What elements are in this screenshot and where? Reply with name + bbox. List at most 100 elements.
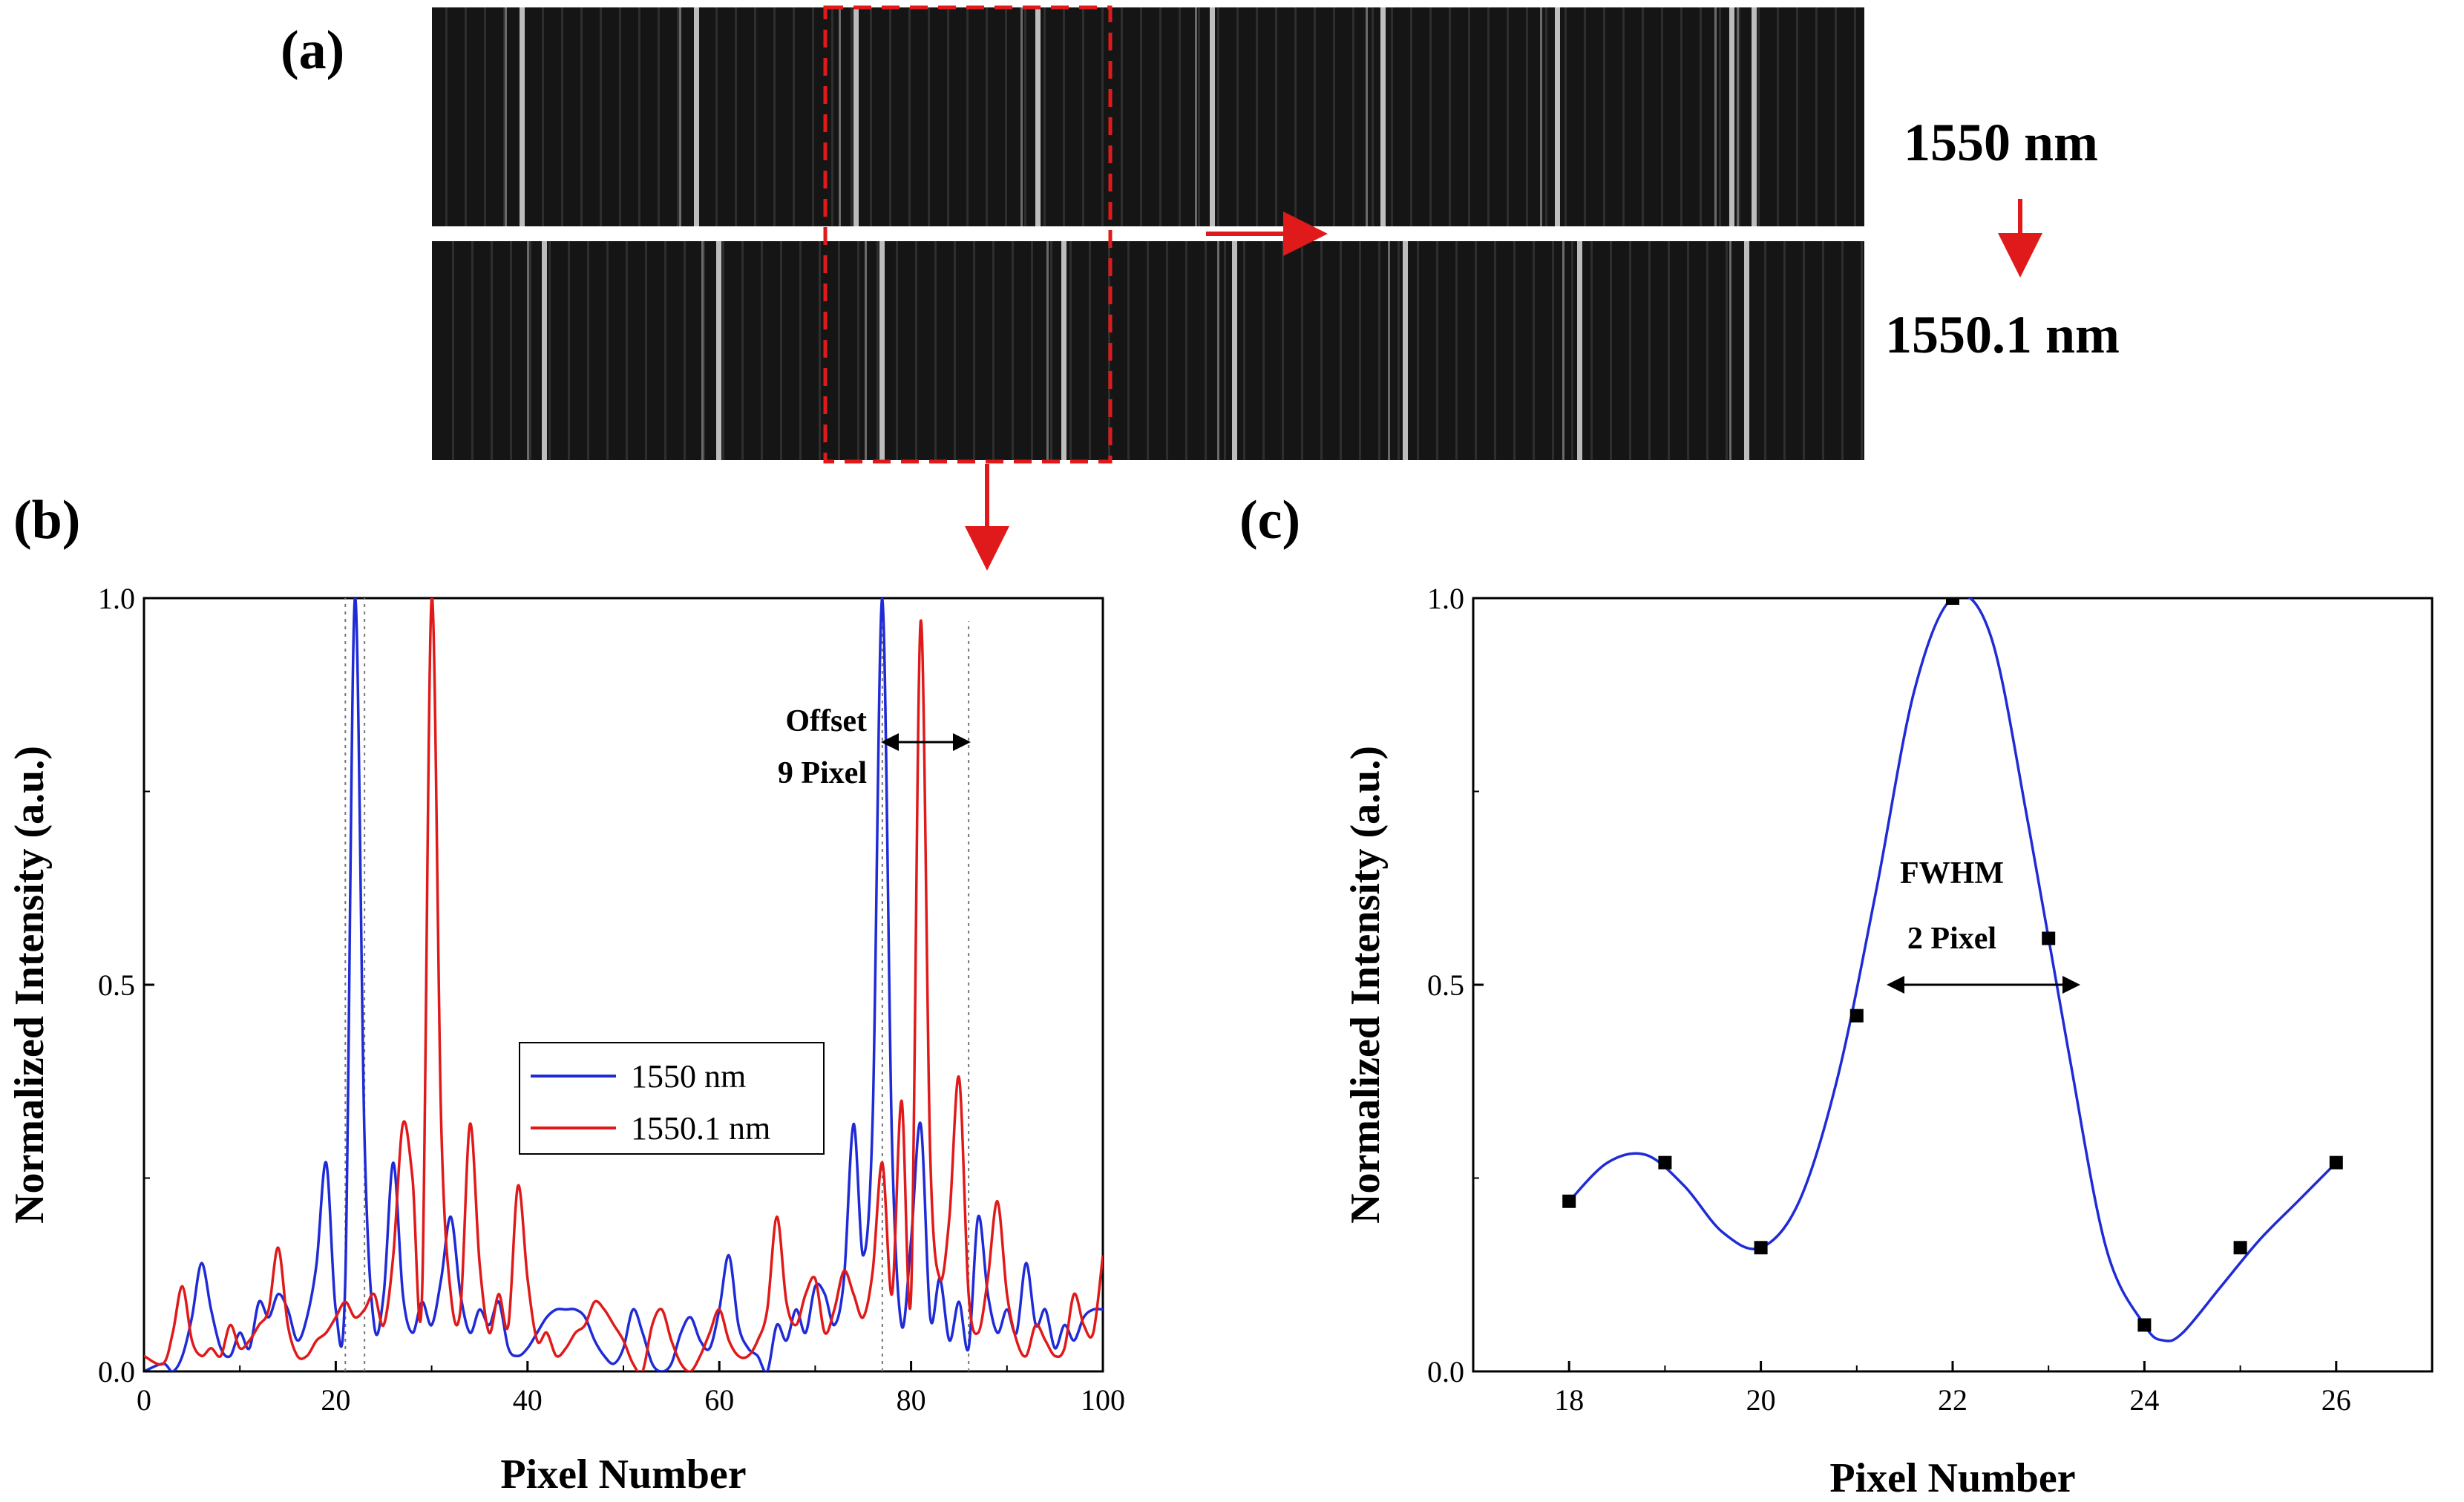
fringe-line — [1410, 7, 1412, 226]
fringe-line — [1744, 241, 1749, 460]
fringe-line — [568, 241, 570, 460]
fringe-line — [1127, 241, 1130, 460]
fringe-line — [1757, 7, 1760, 226]
fringe-line — [1622, 7, 1625, 226]
fringe-line — [1005, 7, 1007, 226]
y-axis-title-b: Normalized Intensity (a.u.) — [7, 746, 53, 1224]
fringe-line — [1764, 241, 1766, 460]
fringe-line — [1507, 7, 1509, 226]
fringe-line — [915, 241, 917, 460]
fringe-line — [928, 7, 930, 226]
fringe-line — [1777, 7, 1779, 226]
fringe-line — [452, 241, 454, 460]
fringe-line — [600, 7, 602, 226]
fringe-line — [1236, 7, 1239, 226]
panel-label-a: (a) — [281, 20, 344, 81]
fringe-line — [1388, 241, 1390, 460]
fringe-line — [1841, 241, 1844, 460]
fringe-line — [1584, 7, 1586, 226]
fringe-line — [527, 241, 529, 460]
fringe-line — [715, 7, 718, 226]
x-tick-label: 22 — [1938, 1383, 1967, 1417]
fringe-line — [1012, 241, 1014, 460]
fringe-line — [1061, 241, 1066, 460]
fringe-line — [1069, 241, 1072, 460]
fringe-line — [934, 241, 937, 460]
fringe-line — [1352, 7, 1354, 226]
fringe-line — [1243, 241, 1245, 460]
fringe-line — [741, 241, 744, 460]
fringe-line — [645, 241, 647, 460]
fringe-line — [879, 241, 885, 460]
x-tick-label: 20 — [1746, 1383, 1776, 1417]
fringe-line — [1590, 241, 1593, 460]
fringe-line — [831, 7, 833, 226]
x-axis-title-c: Pixel Number — [1829, 1455, 2075, 1501]
fringe-line — [505, 7, 507, 226]
fringe-line — [587, 241, 589, 460]
fringe-lines-top — [445, 7, 1856, 226]
fringe-line — [1680, 7, 1682, 226]
series-line-1550-1 — [144, 598, 1103, 1371]
fringe-line — [510, 241, 512, 460]
data-point — [1946, 598, 1959, 605]
fringe-line — [1668, 241, 1670, 460]
fringe-line — [529, 241, 531, 460]
fringe-line — [1378, 241, 1380, 460]
offset-label: Offset — [785, 704, 867, 738]
x-tick-label: 18 — [1554, 1383, 1584, 1417]
fringe-line — [679, 7, 681, 226]
fringe-line — [1555, 7, 1560, 226]
x-tick-label: 60 — [704, 1383, 734, 1417]
fringe-line — [1738, 7, 1740, 226]
fit-curve — [1567, 598, 2338, 1342]
fringe-line — [1320, 241, 1323, 460]
fringe-line — [857, 241, 859, 460]
data-point — [1849, 1009, 1864, 1023]
fringe-line — [793, 7, 795, 226]
fringe-line — [542, 7, 544, 226]
y-axis-title-c: Normalized Intensity (a.u.) — [1343, 746, 1389, 1224]
fringe-line — [992, 241, 995, 460]
fringe-line — [1468, 7, 1470, 226]
fringe-line — [1043, 7, 1046, 226]
x-tick-label: 0 — [137, 1383, 151, 1417]
fringe-line — [1301, 241, 1303, 460]
fringe-line — [1455, 241, 1458, 460]
fringe-line — [1147, 241, 1149, 460]
fringe-line — [701, 241, 704, 460]
fringe-line — [1714, 7, 1717, 226]
fringe-line — [548, 241, 551, 460]
fringe-line — [1719, 7, 1721, 226]
fringe-line — [465, 7, 467, 226]
x-tick-label: 80 — [897, 1383, 926, 1417]
fringe-line — [606, 241, 609, 460]
fringe-line — [1020, 7, 1023, 226]
x-tick-label: 40 — [513, 1383, 543, 1417]
fringe-line — [520, 7, 525, 226]
fringe-line — [658, 7, 660, 226]
data-point — [1658, 1155, 1672, 1170]
fringe-line — [870, 7, 872, 226]
fringe-line — [1205, 241, 1207, 460]
fringe-line — [1564, 7, 1567, 226]
fringe-line — [542, 241, 547, 460]
fringe-line — [664, 241, 666, 460]
fringe-line — [1340, 241, 1342, 460]
fringe-line — [1562, 241, 1564, 460]
wavelength-label-top: 1550 nm — [1904, 113, 2098, 172]
fwhm-value: 2 Pixel — [1907, 922, 1996, 956]
series-line-1550 — [144, 598, 1103, 1371]
fringe-line — [1282, 241, 1284, 460]
fringe-line — [1198, 7, 1200, 226]
fringe-line — [851, 7, 853, 226]
roi-dashed-box — [823, 5, 1113, 464]
fringe-line — [896, 241, 898, 460]
fringe-line — [1140, 7, 1142, 226]
fringe-line — [853, 7, 859, 226]
panel-label-c: (c) — [1239, 490, 1300, 551]
fringe-line — [1217, 7, 1219, 226]
fringe-line — [1552, 241, 1554, 460]
fringe-line — [966, 7, 969, 226]
